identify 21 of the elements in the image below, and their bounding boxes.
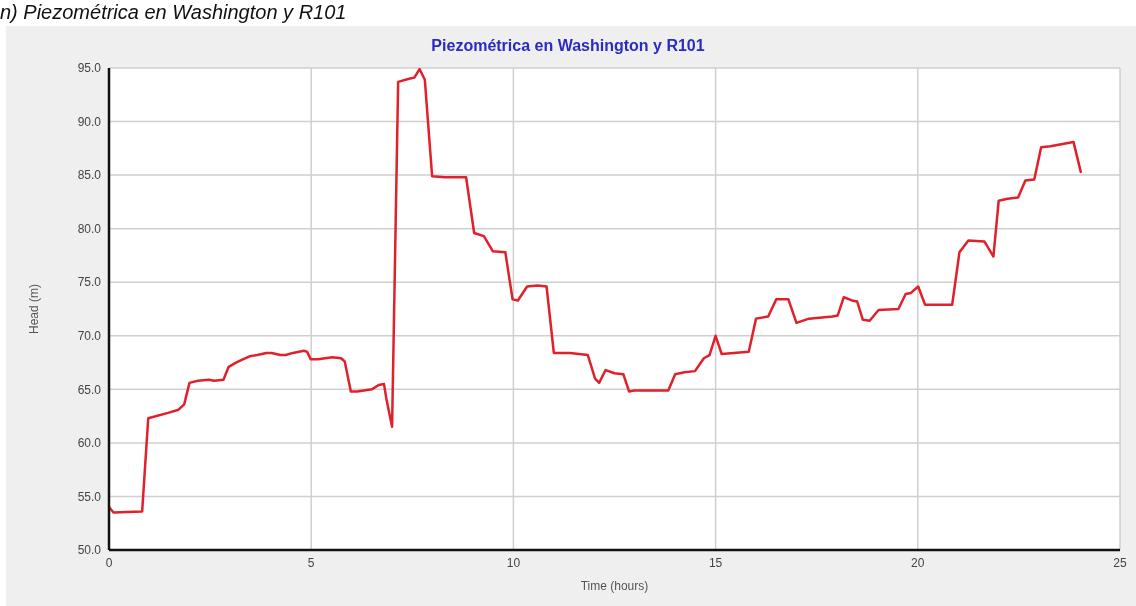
y-tick-label: 75.0 <box>77 275 102 290</box>
y-tick-label: 55.0 <box>77 489 102 504</box>
x-tick-label: 10 <box>506 555 521 570</box>
line-series <box>109 68 1083 514</box>
y-tick-label: 95.0 <box>77 61 102 76</box>
x-tick-label: 25 <box>1113 555 1127 570</box>
y-tick-label: 70.0 <box>77 329 102 344</box>
y-tick-label: 65.0 <box>77 382 102 397</box>
y-tick-label: 85.0 <box>77 168 102 183</box>
x-tick-label: 0 <box>105 555 113 570</box>
x-axis-title: Time (hours) <box>580 579 649 593</box>
x-tick-label: 5 <box>307 555 315 570</box>
text: n) Piezométrica en Washington y R101 <box>0 0 347 24</box>
x-tick-label: 15 <box>708 555 723 570</box>
y-tick-label: 90.0 <box>77 114 102 129</box>
y-tick-label: 60.0 <box>77 436 102 451</box>
x-tick-label: 20 <box>911 555 925 570</box>
y-tick-label: 50.0 <box>77 543 102 558</box>
y-axis-title: Head (m) <box>27 283 42 335</box>
y-tick-label: 80.0 <box>77 221 102 236</box>
chart-title: Piezométrica en Washington y R101 <box>431 36 705 56</box>
